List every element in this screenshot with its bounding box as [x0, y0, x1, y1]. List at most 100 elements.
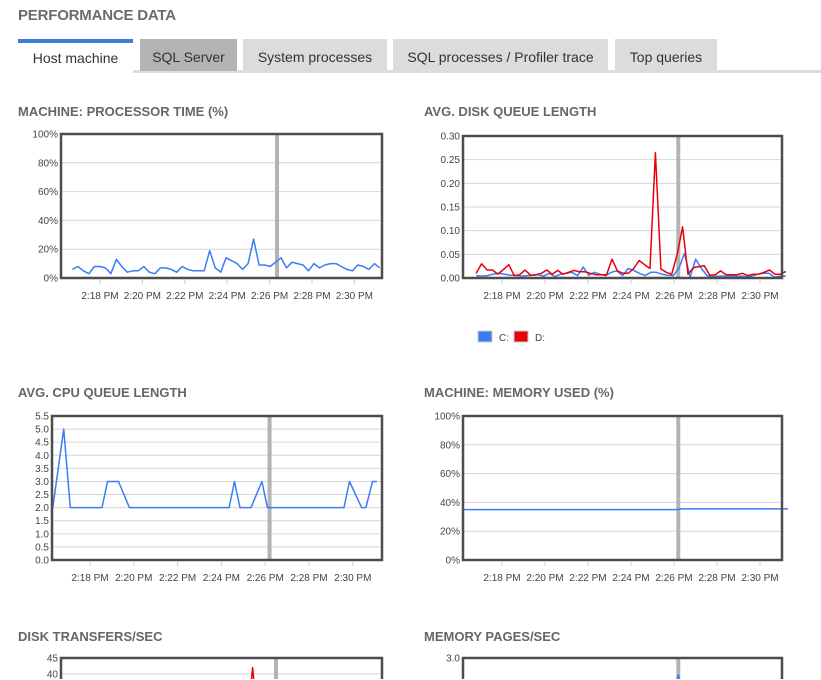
x-tick-label: 2:20 PM	[526, 291, 563, 302]
x-tick-label: 2:22 PM	[166, 291, 203, 302]
x-tick-label: 2:18 PM	[71, 573, 108, 584]
y-tick-label: 80%	[440, 440, 460, 451]
series-line-cpuqueue	[52, 428, 377, 509]
x-tick-label: 2:18 PM	[483, 291, 520, 302]
plot-area	[52, 416, 382, 560]
legend-label: D:	[535, 333, 545, 344]
series-line-processortime	[72, 238, 381, 275]
tab-host-machine[interactable]: Host machine	[18, 39, 133, 73]
plot-area	[463, 658, 782, 679]
chart-4: 40 45	[47, 654, 384, 680]
plot-frame	[461, 414, 784, 562]
x-tick-label: 2:20 PM	[124, 291, 161, 302]
series-line-d	[250, 666, 255, 680]
series-line-d	[475, 151, 787, 277]
chart-0: 0% 20% 40% 60% 80% 100% 2:18 PM 2:20 PM 2:22 PM 2…	[32, 130, 384, 302]
y-tick-label: 40	[47, 670, 59, 680]
y-tick-label: 0.5	[35, 542, 49, 553]
y-tick-label: 3.0	[35, 477, 49, 488]
chart-1: 0.00 0.05 0.10 0.15 0.20 0.25 0.30 2:18 PM 2:20 …	[441, 132, 787, 344]
chart-title-processor-time: MACHINE: PROCESSOR TIME (%)	[18, 104, 229, 119]
y-tick-label: 1.0	[35, 529, 49, 540]
y-tick-label: 80%	[38, 158, 58, 169]
x-tick-label: 2:18 PM	[81, 291, 118, 302]
y-tick-label: 45	[47, 654, 59, 665]
legend-label: C:	[499, 333, 509, 344]
plot-area	[61, 658, 382, 679]
x-tick-label: 2:24 PM	[612, 573, 649, 584]
x-tick-label: 2:22 PM	[159, 573, 196, 584]
x-tick-label: 2:24 PM	[209, 291, 246, 302]
y-tick-label: 2.5	[35, 490, 49, 501]
tab-sql-server[interactable]: SQL Server	[140, 39, 237, 71]
chart-3: 0% 20% 40% 60% 80% 100% 2:18 PM 2:20 PM 2:22 PM 2…	[434, 412, 788, 584]
chart-title-memory-pages: MEMORY PAGES/SEC	[424, 629, 561, 644]
plot-frame	[461, 656, 784, 679]
x-tick-label: 2:26 PM	[247, 573, 284, 584]
tab-divider	[133, 70, 821, 73]
y-tick-label: 20%	[38, 245, 58, 256]
x-tick-label: 2:30 PM	[741, 291, 778, 302]
series-line-pages	[676, 674, 681, 680]
y-tick-label: 1.5	[35, 516, 49, 527]
x-tick-label: 2:28 PM	[698, 573, 735, 584]
y-tick-label: 60%	[38, 187, 58, 198]
y-tick-label: 0%	[44, 274, 59, 285]
chart-title-cpu-queue: AVG. CPU QUEUE LENGTH	[18, 385, 187, 400]
tab-system-processes[interactable]: System processes	[243, 39, 387, 71]
y-tick-label: 3.5	[35, 464, 49, 475]
y-tick-label: 5.5	[35, 412, 49, 423]
y-tick-label: 0%	[446, 556, 461, 567]
series-line-c	[476, 252, 786, 278]
x-tick-label: 2:22 PM	[569, 291, 606, 302]
tab-top-queries[interactable]: Top queries	[615, 39, 717, 71]
y-tick-label: 60%	[440, 469, 460, 480]
y-tick-label: 4.0	[35, 451, 49, 462]
y-tick-label: 0.00	[441, 274, 461, 285]
y-tick-label: 0.0	[35, 556, 49, 567]
y-tick-label: 0.05	[441, 250, 461, 261]
y-tick-label: 0.25	[441, 155, 461, 166]
y-tick-label: 0.15	[441, 203, 461, 214]
y-tick-label: 20%	[440, 527, 460, 538]
y-tick-label: 0.30	[441, 132, 461, 143]
y-tick-label: 0.20	[441, 179, 461, 190]
y-tick-label: 5.0	[35, 425, 49, 436]
y-tick-label: 40%	[440, 498, 460, 509]
tab-bar: Host machine SQL Server System processes…	[18, 39, 821, 73]
x-tick-label: 2:20 PM	[115, 573, 152, 584]
y-tick-label: 0.10	[441, 226, 461, 237]
plot-area	[61, 134, 382, 278]
x-tick-label: 2:28 PM	[698, 291, 735, 302]
tab-sql-processes-profiler[interactable]: SQL processes / Profiler trace	[393, 39, 608, 71]
y-tick-label: 100%	[434, 412, 460, 423]
x-tick-label: 2:30 PM	[336, 291, 373, 302]
chart-title-disk-queue: AVG. DISK QUEUE LENGTH	[424, 104, 597, 119]
x-tick-label: 2:18 PM	[483, 573, 520, 584]
x-tick-label: 2:24 PM	[612, 291, 649, 302]
x-tick-label: 2:24 PM	[203, 573, 240, 584]
y-tick-label: 4.5	[35, 438, 49, 449]
plot-area	[463, 416, 782, 560]
y-tick-label: 2.0	[35, 503, 49, 514]
plot-frame	[59, 132, 384, 280]
x-tick-label: 2:28 PM	[290, 573, 327, 584]
x-tick-label: 2:20 PM	[526, 573, 563, 584]
chart-title-memory-used: MACHINE: MEMORY USED (%)	[424, 385, 614, 400]
series-line-memoryused	[463, 508, 788, 511]
x-tick-label: 2:30 PM	[741, 573, 778, 584]
x-tick-label: 2:22 PM	[569, 573, 606, 584]
chart-5: 3.0	[446, 654, 784, 680]
x-tick-label: 2:30 PM	[334, 573, 371, 584]
plot-frame	[50, 414, 384, 562]
x-tick-label: 2:26 PM	[655, 573, 692, 584]
y-tick-label: 3.0	[446, 654, 460, 665]
x-tick-label: 2:28 PM	[293, 291, 330, 302]
plot-frame	[461, 134, 784, 280]
legend-swatch	[513, 330, 529, 343]
y-tick-label: 40%	[38, 216, 58, 227]
chart-2: 0.0 0.5 1.0 1.5 2.0 2.5 3.0 3.5 4.0 4.5 5.0 5.5 2:18…	[35, 412, 384, 584]
plot-frame	[59, 656, 384, 679]
